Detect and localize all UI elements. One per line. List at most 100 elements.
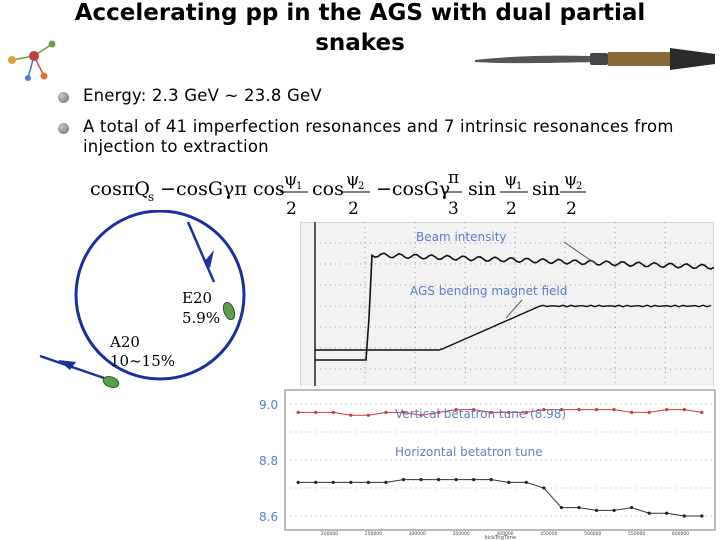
formula-qs-subscript: s [148,190,154,204]
horizontal-tune-point [577,506,581,510]
vertical-tune-point [612,408,616,412]
formula-two: 2 [566,199,577,219]
vertical-tune-point [542,408,546,412]
vertical-tune-point [507,410,511,414]
horizontal-tune-label: Horizontal betatron tune [395,445,543,459]
vertical-tune-point [436,410,441,414]
spin-tune-formula: cosπQ s − cosGγπ cos ψ 1 2 cos ψ 2 2 −co… [90,168,586,219]
ring-circle [74,210,246,381]
vertical-tune-point [682,408,686,412]
horizontal-tune-point [507,480,511,484]
formula-psi: ψ [564,170,577,190]
beam-intensity-trace [315,252,714,361]
horizontal-tune-point [630,506,634,510]
horizontal-tune-point [647,511,651,515]
vertical-tune-point [489,410,493,414]
x-tick-label: 550000 [628,531,645,537]
vertical-tune-point [577,408,581,412]
formula-pi: π [448,168,459,188]
horizontal-tune-point [542,486,546,490]
horizontal-tune-point [384,480,388,484]
vertical-tune-point [296,410,300,414]
vertical-tune-point [349,413,353,417]
horizontal-tune-point [700,514,704,518]
vertical-tune-point [454,408,458,412]
y-tick-label: 9.0 [259,398,278,412]
magnet-field-label: AGS bending magnet field [410,284,567,298]
x-tick-label: 350000 [453,531,470,537]
beam-intensity-label: Beam intensity [416,230,507,244]
formula-psi: ψ [504,170,517,190]
horizontal-tune-point [419,478,423,482]
bullet-energy: Energy: 2.3 GeV ~ 23.8 GeV [83,86,322,105]
arrow-icon [58,360,76,370]
horizontal-tune-point [594,508,599,512]
ags-ring-diagram [39,210,246,388]
formula-cos-ggpi: cosGγπ cos [176,178,285,200]
formula-two: 2 [348,199,359,219]
horizontal-tune-point [472,478,476,482]
vertical-tune-point [665,408,669,412]
horizontal-tune-point [489,478,493,482]
x-tick-label: 250000 [365,531,382,537]
vertical-tune-point [331,410,335,414]
y-tick-label: 8.8 [259,454,278,468]
bullet-resonances: A total of 41 imperfection resonances an… [83,117,674,156]
formula-minus-cosgg: −cosGγ [376,178,450,200]
field-pointer [505,299,523,319]
horizontal-tune-point [296,480,300,484]
vertical-tune-point [559,408,564,412]
vertical-tune-point [314,410,318,414]
betatron-tune-plot: 9.0 8.8 8.6 200000 250000 300000 350000 400000… [255,386,720,540]
vertical-tune-point [419,413,423,417]
formula-minus: − [160,178,176,200]
horizontal-tune-point [524,480,528,484]
horizontal-tune-point [454,478,458,482]
formula-psi-subscript: 1 [296,181,302,192]
molecule-logo [8,40,56,81]
y-tick-label: 8.6 [259,510,278,524]
formula-sin: sin [532,178,560,200]
horizontal-tune-point [665,511,669,515]
horizontal-tune-point [682,514,686,518]
formula-psi-subscript: 2 [576,181,582,192]
horizontal-tune-point [559,506,564,510]
formula-psi: ψ [284,170,297,190]
formula-cos-qs: cosπQ [90,178,150,200]
formula-psi-subscript: 2 [358,181,364,192]
vertical-tune-point [401,410,406,414]
slide-title: Accelerating pp in the AGS with dual par… [74,0,646,56]
x-tick-label: 600000 [672,531,689,537]
e20-snake-icon [222,301,236,321]
vertical-tune-point [524,410,528,414]
horizontal-tune-point [436,478,441,482]
vertical-tune-point [366,413,370,417]
vertical-tune-point [630,410,634,414]
a20-snake-icon [102,376,120,388]
formula-three: 3 [448,199,459,219]
e20-label: E20 [182,289,213,307]
horizontal-tune-point [401,478,406,482]
oscilloscope-trace: Beam intensity AGS bending magnet field [300,222,714,392]
formula-two: 2 [286,199,297,219]
vertical-tune-line [298,409,702,416]
x-tick-label: 300000 [409,531,426,537]
vertical-tune-point [594,408,599,412]
formula-two: 2 [506,199,517,219]
beam-injection-line [186,221,216,283]
x-tick-label: 450000 [540,531,557,537]
magnet-field-trace [315,304,712,351]
bullet-dot [58,123,69,134]
x-axis-title: kickTrigTime [485,535,516,540]
x-tick-label: 400000 [496,531,513,537]
vertical-tune-point [647,410,651,414]
formula-cos: cos [312,178,344,200]
formula-sin: sin [468,178,496,200]
vertical-tune-point [472,408,476,412]
vertical-tune-point [384,410,388,414]
a20-value: 10~15% [110,352,175,370]
brush-illustration [475,48,715,70]
vertical-tune-point [700,410,704,414]
x-tick-label: 500000 [584,531,601,537]
vertical-tune-label: Vertical betatron tune (8.98) [395,407,566,421]
